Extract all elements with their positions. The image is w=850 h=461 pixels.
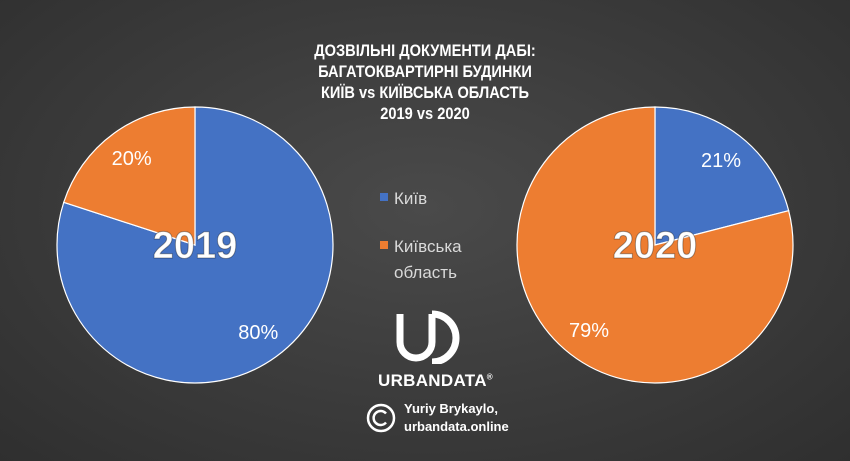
legend: Київ Київська область [380,186,462,286]
ud-monogram-icon [396,310,460,366]
pie-year-label-2019: 2019 [153,225,238,267]
pie-2020-slice-oblast [516,106,794,384]
chart-title: ДОЗВІЛЬНІ ДОКУМЕНТИ ДАБІ: БАГАТОКВАРТИРН… [253,40,597,124]
legend-label-oblast-line-2: область [394,263,457,282]
logo-brand-name: URBANDATA [378,371,487,390]
legend-label-kyiv: Київ [394,189,428,208]
copyright-icon [366,403,396,433]
pie-2020-label-kyiv: 21% [701,150,741,172]
pie-year-label-2020: 2020 [613,225,698,267]
credit-website: urbandata.online [404,419,509,434]
legend-item-kyiv: Київ [380,186,462,212]
pie-2020-label-oblast: 79% [569,320,609,342]
pie-2020-slice-kyiv [654,106,790,246]
pie-2019-slice-oblast [62,106,196,246]
title-line-1: ДОЗВІЛЬНІ ДОКУМЕНТИ ДАБІ: [314,41,536,60]
credit-author: Yuriy Brykaylo, [404,401,498,416]
credit-text: Yuriy Brykaylo, urbandata.online [404,400,509,436]
title-line-3: КИЇВ vs КИЇВСЬКА ОБЛАСТЬ [320,83,530,102]
legend-item-oblast: Київська область [380,234,462,286]
urbandata-logo: URBANDATA® [378,310,493,391]
registered-mark: ® [486,372,493,382]
logo-brand-text: URBANDATA® [378,371,493,391]
pie-2019-label-kyiv: 80% [238,322,278,344]
title-line-4: 2019 vs 2020 [380,104,470,123]
pie-2019-label-oblast: 20% [112,148,152,170]
legend-label-oblast-line-1: Київська [394,237,462,256]
legend-swatch-kyiv [380,193,388,201]
legend-swatch-oblast [380,241,388,249]
title-line-2: БАГАТОКВАРТИРНІ БУДИНКИ [318,62,532,81]
